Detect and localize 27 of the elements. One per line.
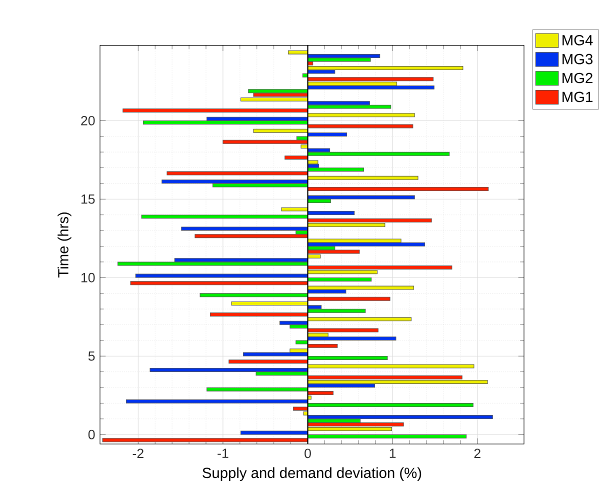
bar [307,296,390,301]
y-tick-label: 10 [81,272,95,282]
x-axis-title: Supply and demand deviation (%) [202,467,422,481]
legend-label: MG4 [562,35,593,46]
y-axis-title: Time (hrs) [58,212,72,278]
bar [194,234,308,238]
x-tick-label: 1 [390,448,396,458]
bar [307,317,412,322]
legend-label: MG3 [562,54,593,64]
bar [307,286,414,290]
legend-label: MG1 [562,92,592,102]
bar [280,320,308,325]
bar [307,66,464,70]
x-tick-label: -2 [132,448,144,458]
x-tick-label: -1 [218,448,228,458]
bar [307,113,415,118]
y-tick-label: 15 [81,194,95,204]
y-tick-label: 0 [88,430,95,440]
x-tick-label: 2 [474,448,480,458]
legend-label: MG2 [562,72,592,84]
x-tick-label: 0 [304,448,311,458]
y-tick-label: 5 [88,351,95,361]
y-tick-label: 20 [81,116,95,126]
bar [307,380,488,384]
bar [307,195,415,200]
bar [307,415,493,420]
bar [307,160,318,164]
